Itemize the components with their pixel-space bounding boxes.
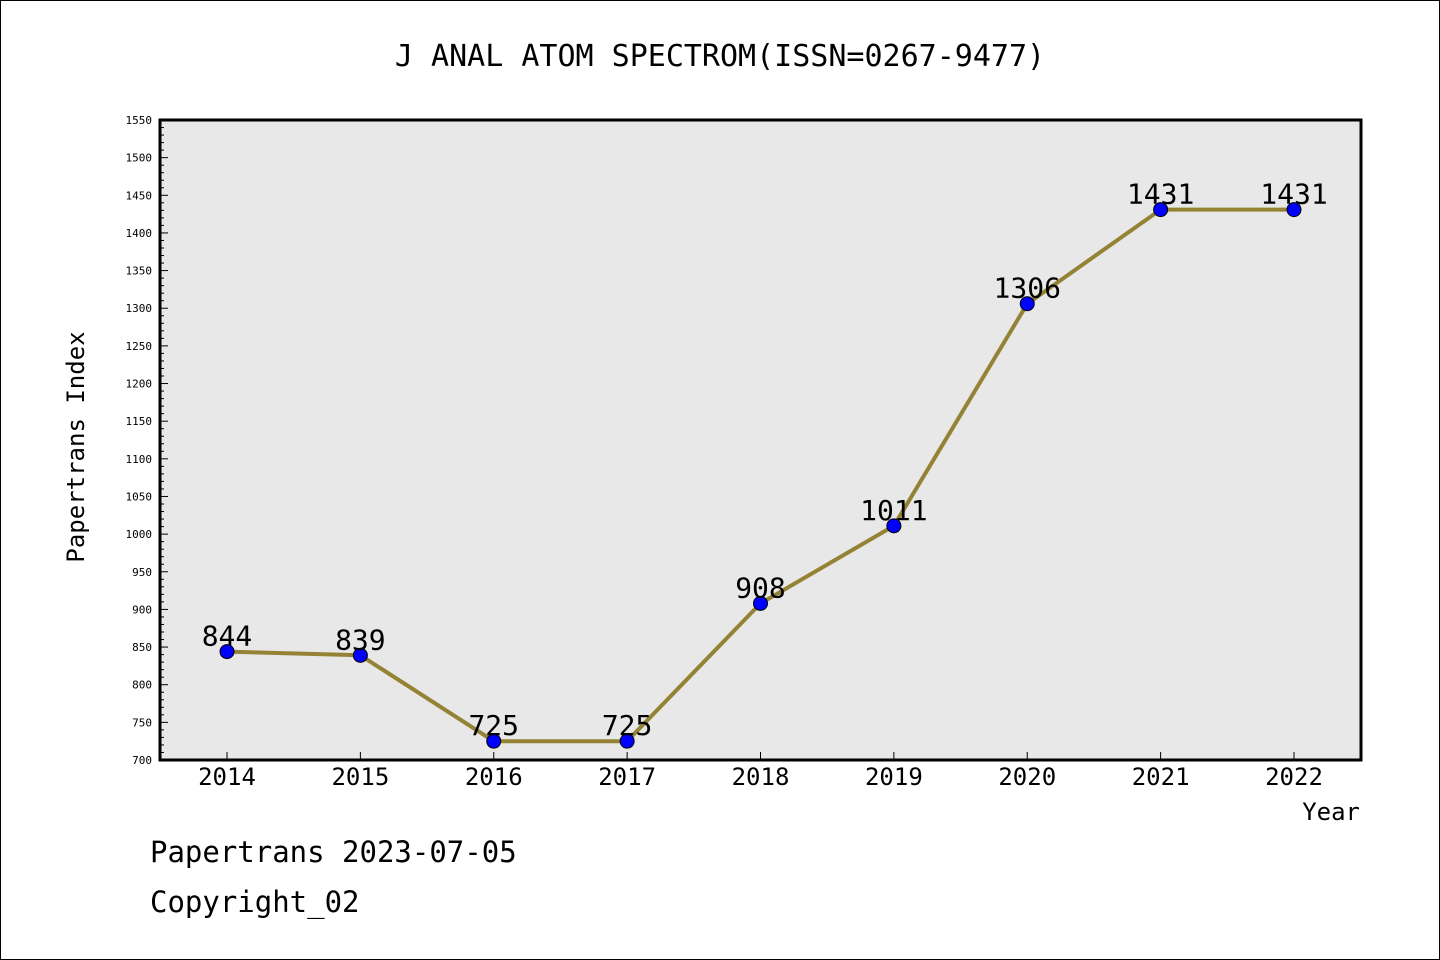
y-tick-label: 750 — [132, 716, 152, 729]
y-tick-label: 1450 — [126, 189, 153, 202]
y-tick-label: 1150 — [126, 415, 153, 428]
x-tick-label: 2021 — [1132, 763, 1190, 791]
data-label: 908 — [735, 571, 786, 604]
y-tick-label: 1050 — [126, 490, 153, 503]
data-point — [1019, 296, 1035, 312]
y-tick-label: 850 — [132, 641, 152, 654]
data-label: 1431 — [1127, 178, 1194, 211]
y-tick-label: 900 — [132, 603, 152, 616]
data-point — [486, 733, 502, 749]
footer-date: Papertrans 2023-07-05 — [150, 835, 517, 869]
x-tick-label: 2018 — [732, 763, 790, 791]
data-point — [352, 647, 368, 663]
x-tick-label: 2019 — [865, 763, 923, 791]
y-tick-label: 1000 — [126, 528, 153, 541]
y-tick-label: 1500 — [126, 152, 153, 165]
y-tick-label: 700 — [132, 754, 152, 767]
plot-area — [158, 118, 1363, 762]
y-tick-label: 1250 — [126, 340, 153, 353]
x-tick-label: 2020 — [998, 763, 1056, 791]
y-axis-label: Papertrans Index — [62, 331, 90, 562]
x-tick-label: 2014 — [198, 763, 256, 791]
data-point — [619, 733, 635, 749]
data-label: 1431 — [1260, 178, 1327, 211]
data-label: 1306 — [994, 272, 1061, 305]
data-label: 725 — [468, 709, 519, 742]
data-point — [1153, 202, 1169, 218]
data-point — [886, 518, 902, 534]
y-tick-label: 950 — [132, 566, 152, 579]
y-tick-label: 800 — [132, 679, 152, 692]
y-tick-label: 1550 — [126, 114, 153, 127]
data-label: 725 — [602, 709, 653, 742]
y-axis: 700 750 800 850 900 950 1000 1050 1100 1150 1200 12… — [126, 114, 168, 767]
y-tick-label: 1350 — [126, 265, 153, 278]
y-tick-label: 1400 — [126, 227, 153, 240]
data-point — [219, 644, 235, 660]
data-label: 1011 — [860, 494, 927, 527]
x-axis-label: Year — [1302, 798, 1360, 826]
data-labels: 844 839 725 725 908 1011 1306 1431 1431 — [202, 178, 1328, 743]
data-label: 839 — [335, 623, 386, 656]
x-tick-label: 2015 — [331, 763, 389, 791]
y-tick-label: 1100 — [126, 453, 153, 466]
data-point — [753, 595, 768, 611]
x-axis: 2014 2015 2016 2017 2018 2019 2020 2021 2022 — [198, 752, 1323, 791]
chart-title: J ANAL ATOM SPECTROM(ISSN=0267-9477) — [395, 39, 1045, 74]
y-tick-label: 1300 — [126, 302, 153, 315]
footer-copyright: Copyright_02 — [150, 885, 360, 919]
data-label: 844 — [202, 620, 253, 653]
series-layer — [219, 202, 1302, 749]
y-tick-label: 1200 — [126, 378, 153, 391]
data-point — [1286, 202, 1302, 218]
x-tick-label: 2022 — [1265, 763, 1323, 791]
x-tick-label: 2017 — [598, 763, 656, 791]
x-tick-label: 2016 — [465, 763, 523, 791]
